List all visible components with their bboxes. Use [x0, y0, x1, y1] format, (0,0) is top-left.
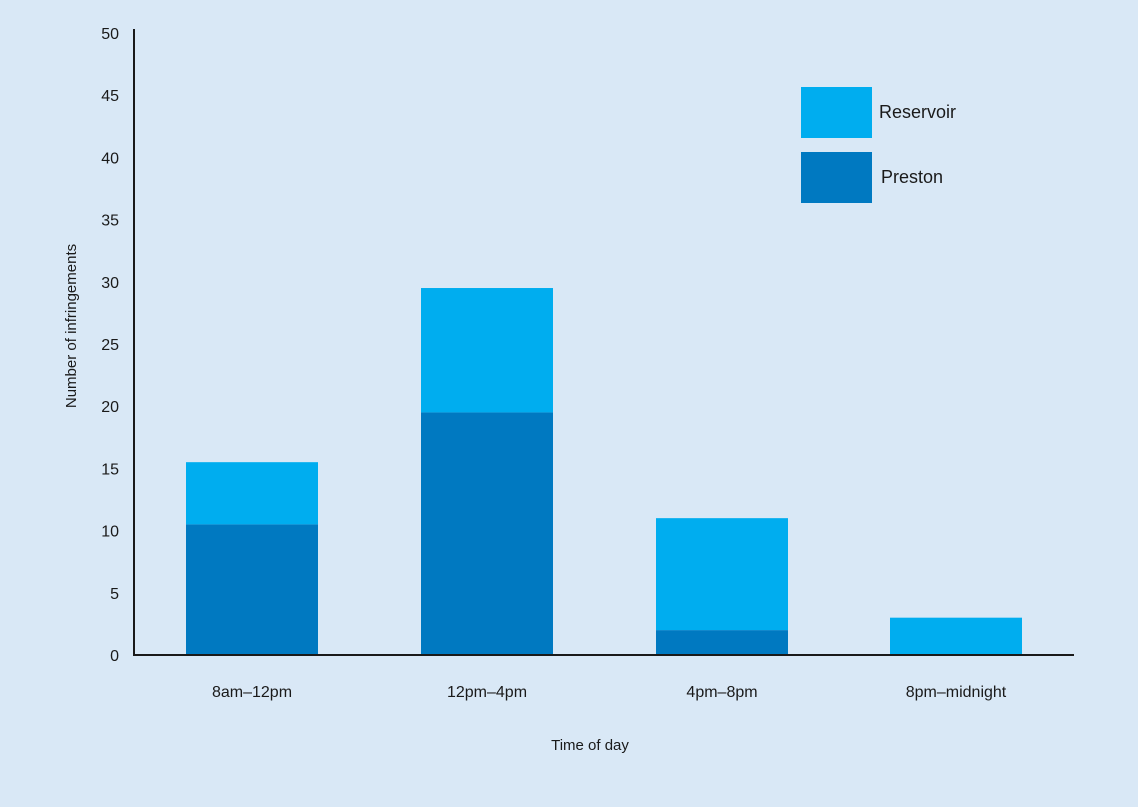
bar-preston-2 — [421, 412, 553, 655]
x-tick-label: 12pm–4pm — [447, 684, 527, 701]
y-tick-label: 50 — [101, 26, 119, 43]
bar-reservoir-1 — [186, 462, 318, 525]
y-tick-label: 20 — [101, 399, 119, 416]
legend-swatch-preston — [801, 152, 872, 203]
y-tick-label: 15 — [101, 461, 119, 478]
y-tick-label: 45 — [101, 88, 119, 105]
bar-preston-1 — [186, 524, 318, 655]
x-tick-label: 8am–12pm — [212, 684, 292, 701]
x-axis-title: Time of day — [551, 737, 629, 754]
y-tick-label: 40 — [101, 150, 119, 167]
y-tick-label: 35 — [101, 213, 119, 230]
legend: Reservoir Preston — [801, 87, 956, 203]
x-tick-labels: 8am–12pm 12pm–4pm 4pm–8pm 8pm–midnight — [212, 684, 1007, 701]
y-tick-label: 10 — [101, 524, 119, 541]
x-tick-label: 4pm–8pm — [686, 684, 757, 701]
y-tick-labels: 0 5 10 15 20 25 30 35 40 45 50 — [101, 26, 119, 665]
legend-swatch-reservoir — [801, 87, 872, 138]
legend-label-reservoir: Reservoir — [879, 102, 956, 122]
y-tick-label: 5 — [110, 586, 119, 603]
bars-layer — [186, 288, 1022, 655]
y-tick-label: 0 — [110, 648, 119, 665]
y-tick-label: 30 — [101, 275, 119, 292]
bar-reservoir-3 — [656, 518, 788, 631]
legend-label-preston: Preston — [881, 167, 943, 187]
y-axis-title: Number of infringements — [63, 244, 80, 408]
y-tick-label: 25 — [101, 337, 119, 354]
bar-preston-3 — [656, 630, 788, 655]
x-tick-label: 8pm–midnight — [906, 684, 1007, 701]
bar-reservoir-2 — [421, 288, 553, 413]
bar-reservoir-4 — [890, 617, 1022, 655]
